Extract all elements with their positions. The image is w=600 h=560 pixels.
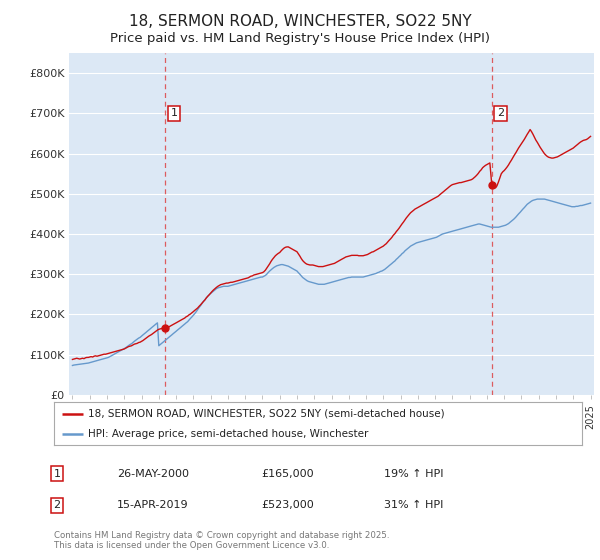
Text: HPI: Average price, semi-detached house, Winchester: HPI: Average price, semi-detached house,…: [88, 428, 368, 438]
Text: 18, SERMON ROAD, WINCHESTER, SO22 5NY (semi-detached house): 18, SERMON ROAD, WINCHESTER, SO22 5NY (s…: [88, 409, 445, 419]
Text: 2: 2: [53, 500, 61, 510]
Text: 19% ↑ HPI: 19% ↑ HPI: [384, 469, 443, 479]
Text: 18, SERMON ROAD, WINCHESTER, SO22 5NY: 18, SERMON ROAD, WINCHESTER, SO22 5NY: [128, 14, 472, 29]
Text: 26-MAY-2000: 26-MAY-2000: [117, 469, 189, 479]
Text: Price paid vs. HM Land Registry's House Price Index (HPI): Price paid vs. HM Land Registry's House …: [110, 32, 490, 45]
Text: £165,000: £165,000: [261, 469, 314, 479]
Text: 1: 1: [53, 469, 61, 479]
Text: 1: 1: [170, 109, 178, 119]
Text: 2: 2: [497, 109, 504, 119]
Text: £523,000: £523,000: [261, 500, 314, 510]
Text: 31% ↑ HPI: 31% ↑ HPI: [384, 500, 443, 510]
Text: Contains HM Land Registry data © Crown copyright and database right 2025.
This d: Contains HM Land Registry data © Crown c…: [54, 530, 389, 550]
Text: 15-APR-2019: 15-APR-2019: [117, 500, 188, 510]
